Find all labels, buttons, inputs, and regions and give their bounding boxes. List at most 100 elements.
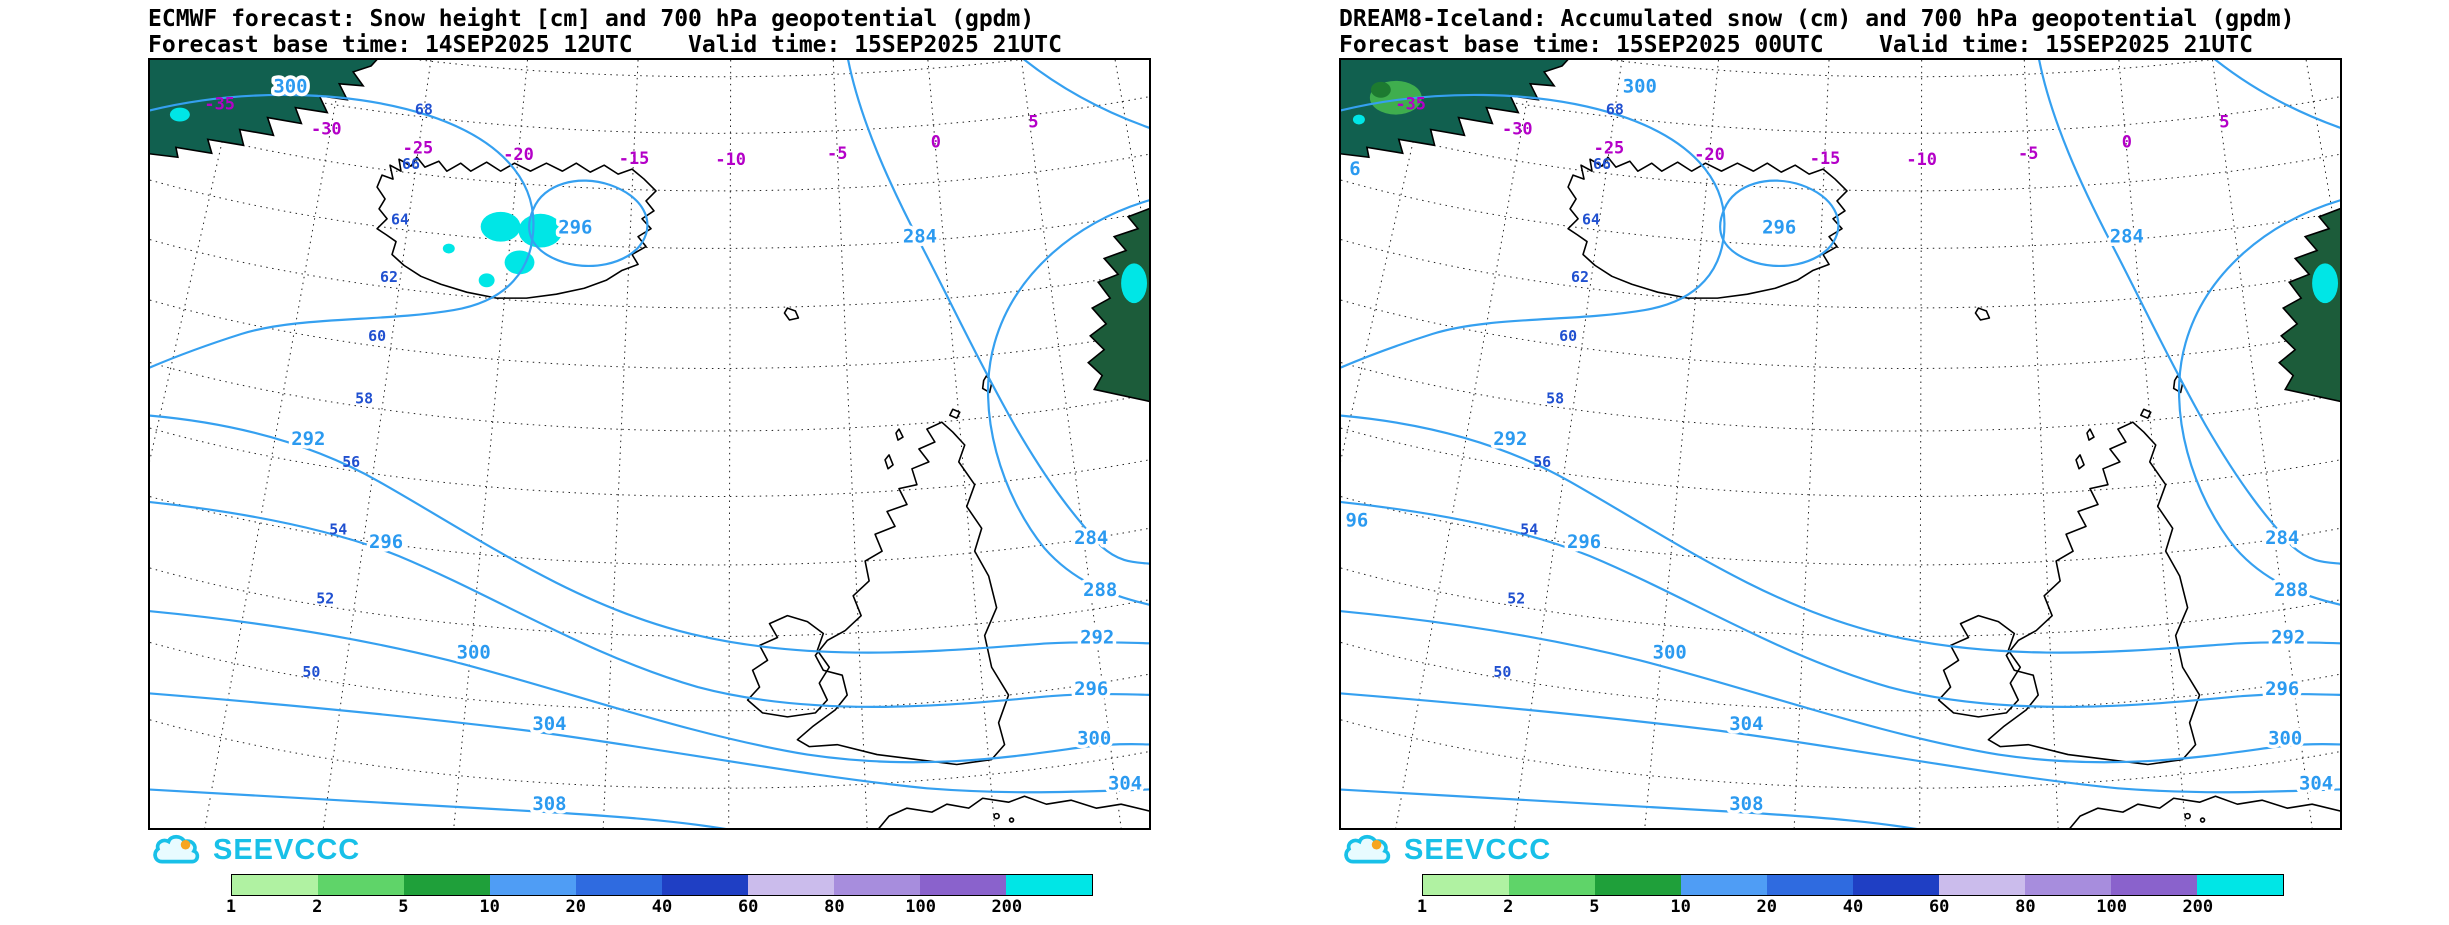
lat-label: 54 xyxy=(329,520,347,538)
geo-label: 304 xyxy=(1729,713,1763,735)
contour-layer xyxy=(1341,60,2340,828)
geo-label: 300 xyxy=(457,641,491,663)
lat-label: 58 xyxy=(355,389,373,407)
lon-label: -5 xyxy=(2018,143,2038,163)
panel-title: ECMWF forecast: Snow height [cm] and 700… xyxy=(148,6,1035,32)
map-labels: -35 -30 -25 -20 -15 -10 -5 0 5 68 66 64 62 60 58 56 54 52… xyxy=(204,72,1145,818)
panel-subtitle: Forecast base time: 14SEP2025 12UTC Vali… xyxy=(148,32,1062,58)
panel-title: DREAM8-Iceland: Accumulated snow (cm) an… xyxy=(1339,6,2295,32)
legend-segment xyxy=(748,875,834,895)
weather-map: -35 -30 -25 -20 -15 -10 -5 0 5 68 66 64 62 60 58 56 54 52… xyxy=(150,60,1149,828)
geo-label: 292 xyxy=(1493,428,1527,450)
lat-label: 68 xyxy=(415,101,433,119)
lat-label: 66 xyxy=(402,155,420,173)
legend-segment xyxy=(490,875,576,895)
geo-label: 284 xyxy=(1074,527,1108,549)
legend-segment xyxy=(1423,875,1509,895)
geo-label: 288 xyxy=(2274,579,2308,601)
legend-bar xyxy=(231,874,1093,896)
legend-segment xyxy=(1939,875,2025,895)
seevccc-logo: SEEVCCC xyxy=(148,832,360,868)
legend-segment xyxy=(1681,875,1767,895)
lon-label: 5 xyxy=(2219,112,2229,132)
legend-tick: 200 xyxy=(991,897,1023,917)
legend-tick: 10 xyxy=(479,897,500,917)
legend-segment xyxy=(1767,875,1853,895)
legend-tick: 5 xyxy=(1589,897,1600,917)
lon-label: -30 xyxy=(1502,118,1533,138)
legend-segment xyxy=(1595,875,1681,895)
lat-label: 62 xyxy=(1571,268,1589,286)
geo-label: 296 xyxy=(1762,217,1796,239)
geo-label: 300 xyxy=(1077,728,1111,750)
geo-label: 296 xyxy=(1074,678,1108,700)
geo-label: 296 xyxy=(1567,531,1601,553)
logo-text: SEEVCCC xyxy=(213,833,361,866)
lon-label: 5 xyxy=(1028,112,1038,132)
panel-footer: SEEVCCC 1 2 5 10 20 40 60 80 100 200 xyxy=(148,830,1151,917)
geo-label: 296 xyxy=(558,217,592,239)
lon-label: -20 xyxy=(503,144,534,164)
panel-subtitle: Forecast base time: 15SEP2025 00UTC Vali… xyxy=(1339,32,2253,58)
legend-segment xyxy=(834,875,920,895)
sun-dot-icon xyxy=(180,839,191,850)
seevccc-logo: SEEVCCC xyxy=(1339,832,1551,868)
snow-legend: 1 2 5 10 20 40 60 80 100 200 xyxy=(1417,874,2284,917)
lat-label: 56 xyxy=(1533,453,1551,471)
lon-label: -25 xyxy=(403,137,434,157)
legend-segment xyxy=(1006,875,1092,895)
legend-tick: 2 xyxy=(1503,897,1514,917)
legend-segment xyxy=(662,875,748,895)
legend-tick: 100 xyxy=(2096,897,2127,917)
lon-label: -25 xyxy=(1594,137,1625,157)
basemap-layer xyxy=(1341,60,2340,828)
map-labels: -35 -30 -25 -20 -15 -10 -5 0 5 68 66 64 62 60 58 56 54 52… xyxy=(1342,72,2337,818)
lat-label: 62 xyxy=(380,268,398,286)
cloud-icon xyxy=(153,834,200,864)
lat-label: 54 xyxy=(1520,520,1538,538)
legend-ticks: 1 2 5 10 20 40 60 80 100 200 xyxy=(1417,896,2284,917)
legend-segment xyxy=(2025,875,2111,895)
lat-label: 60 xyxy=(368,327,386,345)
logo-text: SEEVCCC xyxy=(1404,833,1552,866)
lon-label: 0 xyxy=(931,131,941,151)
geo-label: 304 xyxy=(532,713,566,735)
legend-segment xyxy=(920,875,1006,895)
panel-footer: SEEVCCC 1 2 5 10 20 40 60 80 100 200 xyxy=(1339,830,2342,917)
lat-label: 64 xyxy=(391,211,409,229)
geo-label: 284 xyxy=(2265,527,2299,549)
legend-ticks: 1 2 5 10 20 40 60 80 100 200 xyxy=(226,896,1093,917)
geo-label: 304 xyxy=(1108,772,1142,794)
geo-label: 284 xyxy=(903,226,937,248)
geo-label: 300 xyxy=(1623,76,1657,98)
geo-label: 300 xyxy=(273,76,307,98)
legend-tick: 20 xyxy=(1756,897,1778,917)
legend-tick: 10 xyxy=(1670,897,1691,917)
lat-label: 58 xyxy=(1546,389,1564,407)
weather-map: -35 -30 -25 -20 -15 -10 -5 0 5 68 66 64 62 60 58 56 54 52… xyxy=(1341,60,2340,828)
geo-label: 96 xyxy=(1346,509,1369,531)
lon-label: -15 xyxy=(1810,148,1841,168)
geo-label: 292 xyxy=(1080,626,1114,648)
legend-segment xyxy=(1509,875,1595,895)
snow-legend: 1 2 5 10 20 40 60 80 100 200 xyxy=(226,874,1093,917)
geo-label: 300 xyxy=(2268,728,2302,750)
legend-tick: 5 xyxy=(398,897,409,917)
geo-label: 6 xyxy=(1349,158,1360,180)
geo-label: 296 xyxy=(2265,678,2299,700)
lon-label: -15 xyxy=(619,148,650,168)
lon-label: -35 xyxy=(1395,94,1426,114)
forecast-panel-dream8: DREAM8-Iceland: Accumulated snow (cm) an… xyxy=(1339,6,2342,917)
geo-label: 292 xyxy=(291,428,325,450)
map-frame: -35 -30 -25 -20 -15 -10 -5 0 5 68 66 64 62 60 58 56 54 52… xyxy=(1339,58,2342,830)
legend-tick: 60 xyxy=(737,897,759,917)
legend-tick: 1 xyxy=(1416,897,1428,917)
legend-tick: 40 xyxy=(651,897,673,917)
sun-dot-icon xyxy=(1371,839,1382,850)
lon-label: -30 xyxy=(311,118,342,138)
legend-segment xyxy=(318,875,404,895)
lat-label: 64 xyxy=(1582,211,1600,229)
legend-segment xyxy=(576,875,662,895)
legend-segment xyxy=(1853,875,1939,895)
